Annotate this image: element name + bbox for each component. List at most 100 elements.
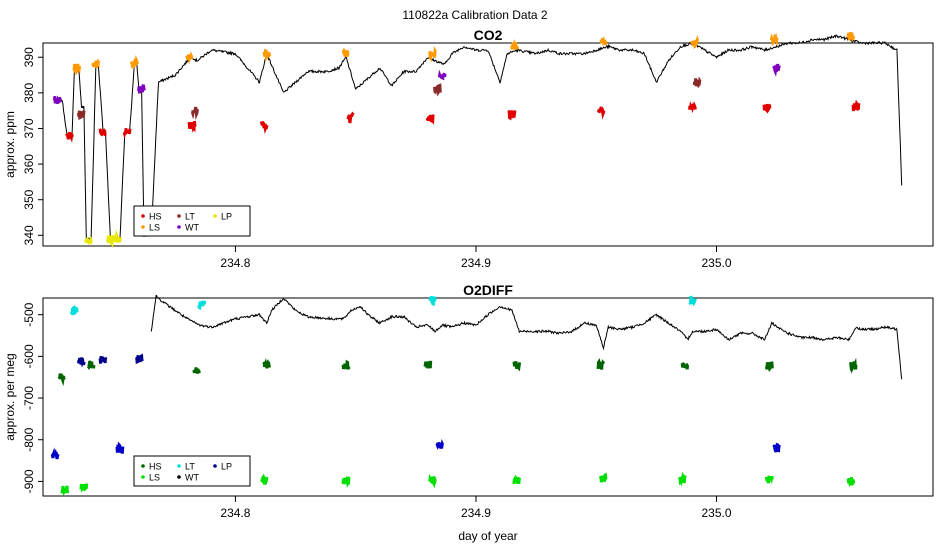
calibration-point (512, 474, 522, 485)
y-tick-label: -900 (22, 469, 36, 493)
y-tick-label: -800 (22, 427, 36, 451)
y-tick-label: -600 (22, 344, 36, 368)
calibration-point (428, 296, 437, 307)
calibration-point (262, 48, 272, 63)
legend-marker (213, 464, 217, 468)
calibration-point (690, 35, 700, 49)
y-axis-label: approx. per meg (3, 353, 17, 440)
calibration-point (433, 83, 442, 97)
legend-box (133, 205, 251, 237)
legend-marker (141, 214, 145, 218)
legend-marker (141, 225, 145, 229)
calibration-point (77, 357, 86, 368)
y-axis-label: approx. ppm (3, 111, 17, 178)
calibration-point (599, 472, 608, 483)
calibration-point (98, 128, 107, 137)
calibration-point (512, 360, 522, 372)
calibration-point (113, 229, 122, 244)
calibration-point (762, 103, 772, 114)
calibration-point (84, 236, 93, 246)
calibration-point (65, 131, 74, 143)
y-tick-label: 350 (22, 189, 36, 209)
legend-label: WT (185, 223, 199, 233)
calibration-point (69, 305, 79, 316)
x-tick-label: 234.9 (461, 506, 491, 520)
y-tick-label: 360 (22, 154, 36, 174)
calibration-point (185, 51, 194, 65)
calibration-point (341, 476, 351, 488)
series-line (54, 34, 903, 242)
legend-marker (213, 214, 217, 218)
calibration-point (772, 442, 781, 453)
legend-label: LT (185, 212, 195, 222)
legend-marker (177, 214, 181, 218)
calibration-point (115, 441, 125, 454)
x-tick-label: 235.0 (701, 506, 731, 520)
panel-title: CO2 (474, 27, 503, 43)
plot-frame (42, 297, 934, 497)
calibration-point (764, 361, 774, 372)
calibration-point (91, 58, 101, 68)
calibration-point (849, 357, 858, 374)
calibration-point (342, 48, 350, 58)
calibration-point (423, 360, 433, 369)
calibration-point (596, 358, 606, 370)
calibration-point (435, 438, 445, 451)
calibration-point (688, 100, 697, 114)
legend-label: WT (185, 473, 199, 483)
calibration-point (341, 359, 351, 370)
y-tick-label: 340 (22, 225, 36, 245)
calibration-point (77, 109, 86, 120)
legend-label: LS (149, 223, 160, 233)
calibration-point (437, 69, 447, 81)
calibration-point (764, 475, 774, 485)
calibration-point (98, 356, 108, 364)
legend-label: HS (149, 212, 162, 222)
calibration-point (428, 46, 437, 63)
calibration-point (428, 473, 437, 489)
x-tick-label: 234.8 (220, 256, 250, 270)
legend-label: HS (149, 462, 162, 472)
calibration-point (851, 99, 861, 112)
legend-label: LT (185, 462, 195, 472)
calibration-point (260, 473, 269, 485)
calibration-point (79, 483, 89, 493)
y-tick-label: 380 (22, 83, 36, 103)
calibration-point (190, 106, 199, 120)
series-line (150, 294, 903, 380)
calibration-point (599, 36, 608, 47)
calibration-point (510, 38, 519, 52)
calibration-point (192, 367, 201, 374)
calibration-point (50, 447, 60, 460)
legend-marker (141, 475, 145, 479)
calibration-point (772, 63, 781, 77)
panel-title: O2DIFF (463, 282, 513, 298)
x-tick-label: 235.0 (701, 256, 731, 270)
calibration-point (259, 121, 269, 135)
legend-label: LP (221, 212, 232, 222)
x-axis-label: day of year (458, 529, 517, 543)
calibration-point (846, 31, 856, 43)
calibration-point (678, 471, 687, 487)
calibration-point (52, 95, 62, 105)
legend-marker (177, 225, 181, 229)
calibration-point (507, 110, 517, 121)
calibration-point (72, 63, 81, 76)
calibration-point (769, 32, 779, 47)
legend-marker (177, 475, 181, 479)
calibration-point (135, 353, 144, 365)
x-tick-label: 234.9 (461, 256, 491, 270)
calibration-point (596, 106, 606, 120)
calibration-point (346, 111, 355, 124)
legend-label: LP (221, 462, 232, 472)
y-tick-label: -700 (22, 386, 36, 410)
calibration-point (680, 362, 690, 370)
x-tick-label: 234.8 (220, 506, 250, 520)
calibration-point (105, 233, 115, 249)
legend-label: LS (149, 473, 160, 483)
calibration-point (57, 373, 66, 387)
y-tick-label: -500 (22, 302, 36, 326)
calibration-point (688, 295, 697, 307)
